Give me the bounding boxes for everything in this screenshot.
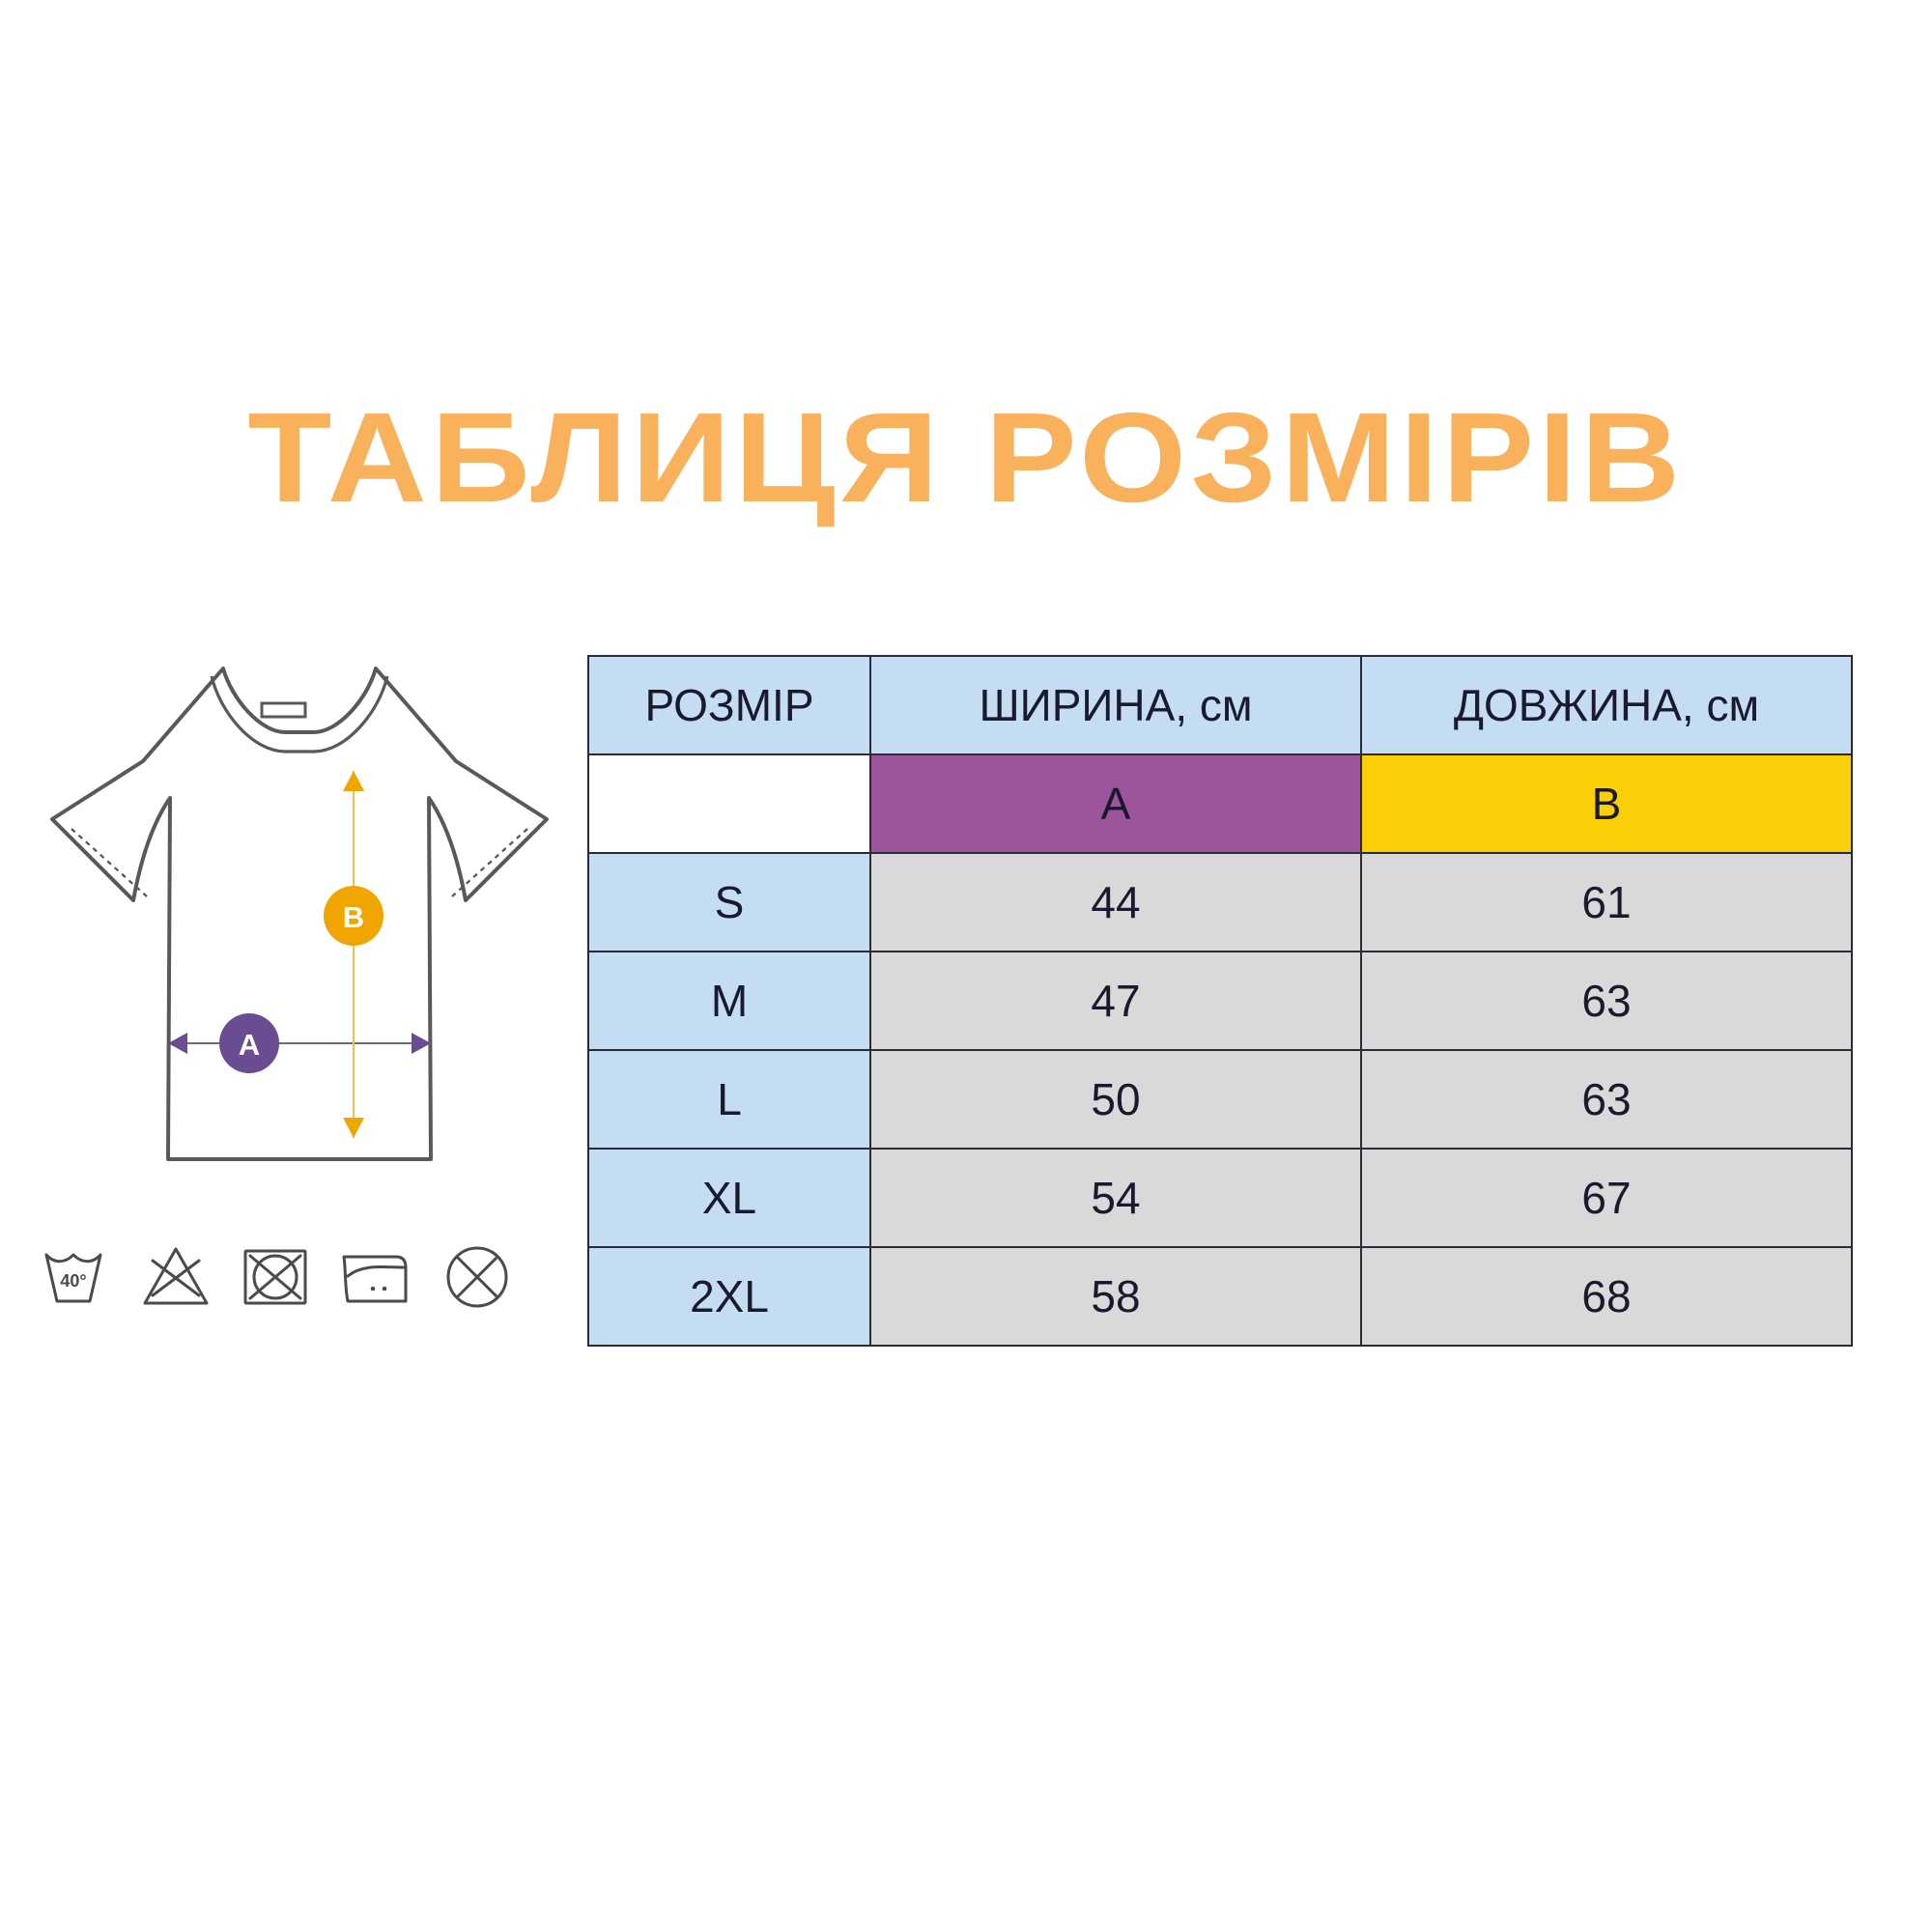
svg-text:B: B bbox=[343, 900, 364, 934]
svg-text:40°: 40° bbox=[60, 1271, 86, 1291]
svg-text:A: A bbox=[239, 1028, 260, 1062]
